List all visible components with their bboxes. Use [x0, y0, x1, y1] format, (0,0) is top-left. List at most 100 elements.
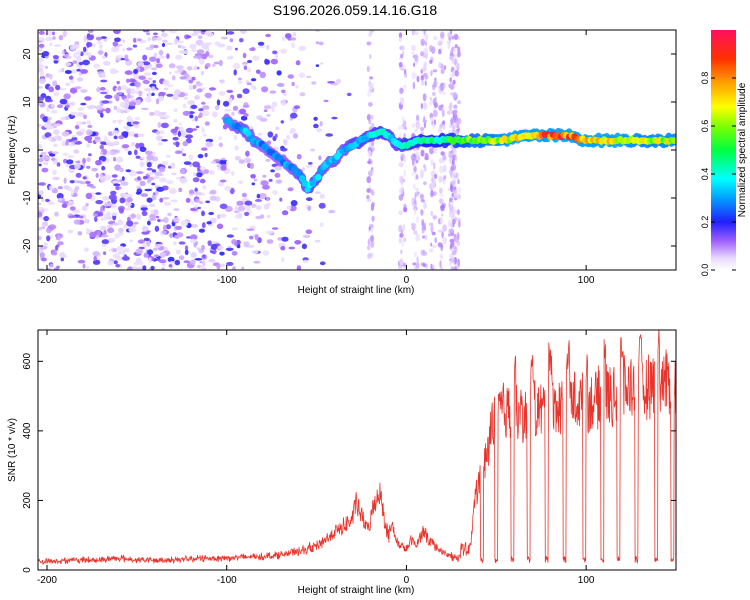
heatmap-noise-cell [302, 259, 309, 263]
heatmap-noise-cell [90, 185, 96, 189]
heatmap-noise-cell [430, 210, 434, 217]
heatmap-noise-cell [212, 64, 216, 67]
heatmap-noise-cell [125, 169, 132, 173]
heatmap-noise-cell [101, 225, 107, 231]
heatmap-noise-cell [434, 102, 438, 108]
heatmap-noise-cell [85, 203, 89, 207]
heatmap-noise-cell [174, 234, 180, 239]
heatmap-noise-cell [157, 173, 164, 177]
heatmap-noise-cell [38, 163, 42, 167]
heatmap-noise-cell [118, 121, 122, 125]
heatmap-frame [37, 29, 677, 271]
heatmap-noise-cell [178, 122, 182, 126]
heatmap-noise-cell [424, 234, 428, 241]
heatmap-noise-cell [51, 31, 56, 36]
heatmap-noise-cell [238, 180, 243, 184]
heatmap-noise-cell [101, 243, 107, 247]
heatmap-noise-cell [112, 248, 118, 253]
heatmap-noise-cell [39, 154, 43, 158]
heatmap-noise-cell [438, 175, 443, 183]
heatmap-noise-cell [257, 44, 266, 49]
heatmap-noise-cell [218, 136, 223, 141]
heatmap-noise-cell [168, 63, 176, 69]
heatmap-noise-cell [123, 148, 129, 152]
heatmap-noise-cell [366, 114, 371, 121]
heatmap-noise-cell [158, 91, 167, 96]
heatmap-noise-cell [192, 161, 201, 168]
heatmap-noise-cell [196, 172, 203, 178]
heatmap-noise-cell [448, 260, 453, 267]
heatmap-noise-cell [204, 92, 212, 98]
heatmap-noise-cell [84, 96, 92, 101]
heatmap-noise-cell [237, 77, 242, 81]
heatmap-noise-cell [140, 193, 149, 197]
heatmap-noise-cell [160, 32, 168, 38]
heatmap-noise-cell [287, 74, 294, 79]
heatmap-noise-cell [247, 59, 253, 64]
heatmap-noise-cell [423, 61, 428, 69]
heatmap-noise-cell [114, 93, 120, 100]
snr-series-line [38, 330, 676, 566]
heatmap-noise-cell [281, 36, 286, 41]
heatmap-noise-cell [399, 175, 404, 184]
heatmap-noise-cell [155, 215, 160, 219]
heatmap-noise-cell [181, 147, 185, 152]
heatmap-noise-cell [419, 51, 424, 57]
heatmap-noise-cell [182, 103, 187, 109]
heatmap-noise-cell [119, 109, 125, 114]
heatmap-noise-cell [286, 205, 292, 210]
heatmap-noise-cell [302, 234, 311, 238]
heatmap-noise-cell [239, 108, 247, 115]
heatmap-noise-cell [402, 116, 405, 122]
heatmap-noise-cell [366, 176, 372, 184]
heatmap-noise-cell [144, 87, 152, 92]
heatmap-noise-cell [438, 61, 442, 68]
heatmap-noise-cell [207, 240, 212, 247]
heatmap-noise-cell [311, 81, 317, 85]
heatmap-noise-cell [452, 91, 457, 98]
heatmap-noise-cell [110, 150, 114, 155]
heatmap-noise-cell [368, 32, 373, 38]
heatmap-noise-cell [83, 114, 87, 119]
heatmap-noise-cell [173, 217, 180, 223]
heatmap-noise-cell [133, 37, 137, 43]
heatmap-noise-cell [457, 258, 461, 267]
heatmap-noise-cell [107, 142, 115, 147]
heatmap-noise-cell [102, 60, 111, 66]
heatmap-noise-cell [107, 260, 114, 266]
heatmap-noise-cell [402, 51, 405, 55]
heatmap-noise-cell [173, 108, 178, 113]
heatmap-noise-cell [163, 246, 168, 251]
heatmap-noise-cell [313, 123, 319, 129]
heatmap-noise-cell [450, 180, 456, 185]
heatmap-noise-cell [57, 186, 64, 190]
heatmap-noise-cell [403, 237, 407, 243]
heatmap-noise-cell [454, 44, 458, 49]
heatmap-noise-cell [400, 45, 405, 51]
heatmap-noise-cell [236, 244, 241, 249]
heatmap-noise-cell [155, 63, 163, 68]
heatmap-noise-cell [162, 112, 167, 115]
heatmap-noise-cell [93, 255, 97, 262]
heatmap-noise-cell [106, 202, 114, 207]
heatmap-noise-cell [261, 86, 269, 93]
heatmap-noise-cell [147, 172, 154, 176]
heatmap-noise-cell [196, 247, 200, 251]
heatmap-noise-cell [455, 155, 458, 162]
heatmap-noise-cell [61, 140, 67, 147]
heatmap-noise-cell [88, 30, 94, 33]
heatmap-x-tick-label: -200 [37, 275, 57, 286]
heatmap-noise-cell [456, 123, 460, 130]
heatmap-noise-cell [266, 140, 272, 146]
heatmap-noise-cell [177, 130, 181, 137]
heatmap-noise-cell [243, 65, 247, 71]
heatmap-noise-cell [101, 234, 109, 238]
snr-y-axis-label: SNR (10 * v/v) [7, 418, 18, 482]
heatmap-noise-cell [256, 193, 261, 199]
heatmap-noise-cell [65, 141, 69, 146]
heatmap-noise-cell [412, 226, 416, 232]
heatmap-noise-cell [83, 46, 87, 53]
heatmap-noise-cell [251, 250, 259, 254]
heatmap-noise-cell [159, 197, 164, 203]
heatmap-noise-cell [86, 165, 91, 169]
